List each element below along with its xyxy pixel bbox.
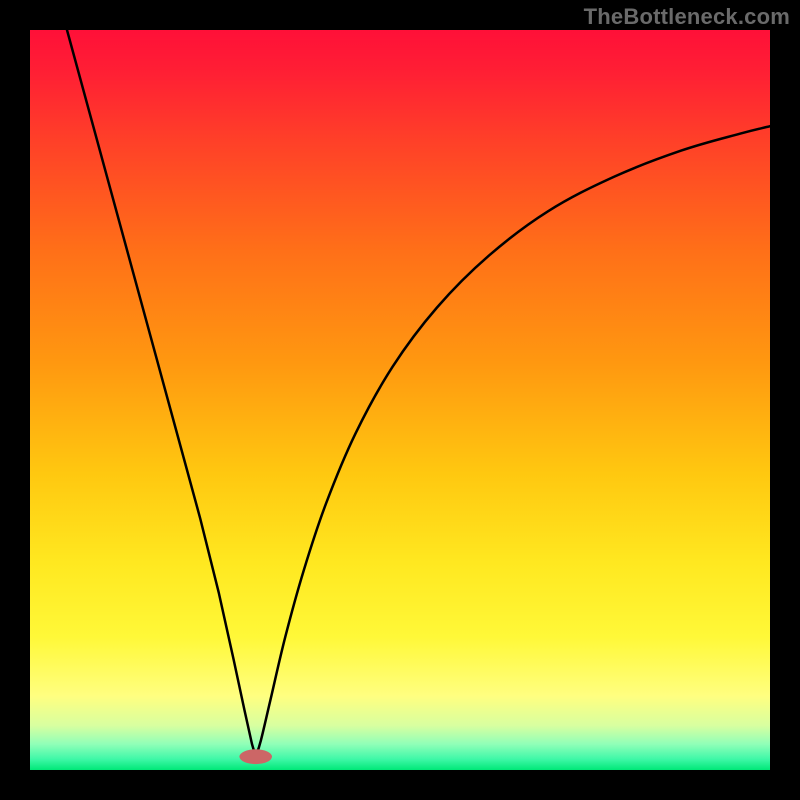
vertex-marker (239, 749, 272, 764)
chart-svg (0, 0, 800, 800)
watermark-text: TheBottleneck.com (584, 4, 790, 30)
plot-background (30, 30, 770, 770)
chart-container: TheBottleneck.com (0, 0, 800, 800)
